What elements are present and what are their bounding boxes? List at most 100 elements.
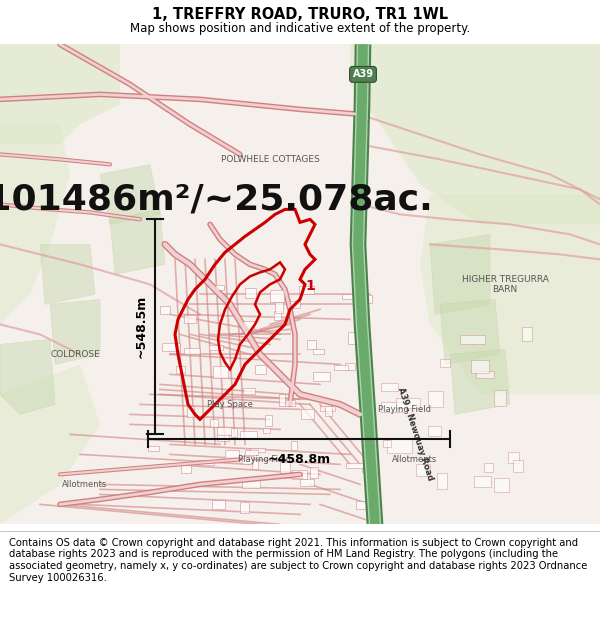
Bar — [357, 322, 367, 330]
Bar — [494, 478, 509, 492]
Bar — [474, 476, 491, 487]
Text: A39 - Newquay Road: A39 - Newquay Road — [395, 387, 434, 482]
Bar — [244, 388, 254, 394]
Bar — [197, 460, 214, 464]
Bar — [275, 302, 283, 313]
Bar — [212, 500, 225, 509]
Bar — [209, 345, 223, 350]
Bar — [388, 438, 412, 453]
Bar — [348, 332, 360, 344]
Polygon shape — [110, 209, 165, 274]
Text: Play Space: Play Space — [207, 400, 253, 409]
Bar — [187, 406, 194, 417]
Bar — [383, 440, 391, 447]
Bar — [346, 463, 363, 468]
Bar — [290, 441, 297, 449]
Bar — [471, 361, 488, 373]
Bar — [250, 448, 265, 452]
Polygon shape — [0, 124, 70, 324]
Text: Map shows position and indicative extent of the property.: Map shows position and indicative extent… — [130, 22, 470, 35]
Bar — [274, 311, 281, 321]
Bar — [522, 327, 532, 341]
Bar — [325, 406, 332, 416]
Text: HIGHER TREGURRA
BARN: HIGHER TREGURRA BARN — [461, 274, 548, 294]
Text: POLWHELE COTTAGES: POLWHELE COTTAGES — [221, 155, 319, 164]
Bar — [310, 468, 318, 478]
Bar — [285, 400, 295, 406]
Text: 1: 1 — [305, 279, 315, 293]
Text: ~101486m²/~25.078ac.: ~101486m²/~25.078ac. — [0, 182, 433, 216]
Text: COLDROSE: COLDROSE — [50, 350, 100, 359]
Text: Playing Field: Playing Field — [379, 405, 431, 414]
Bar — [494, 390, 506, 406]
Bar — [307, 340, 316, 349]
Bar — [381, 402, 406, 412]
Text: 1, TREFFRY ROAD, TRURO, TR1 1WL: 1, TREFFRY ROAD, TRURO, TR1 1WL — [152, 8, 448, 22]
Bar — [313, 372, 331, 381]
Bar — [299, 479, 314, 486]
Polygon shape — [0, 364, 100, 524]
Bar — [217, 434, 229, 441]
Text: Playing Field: Playing Field — [239, 455, 292, 464]
Bar — [428, 426, 441, 436]
Bar — [299, 286, 314, 294]
Bar — [476, 371, 494, 378]
Bar — [416, 464, 430, 476]
Polygon shape — [440, 299, 500, 364]
Bar — [256, 364, 266, 374]
Bar — [345, 363, 355, 370]
Bar — [342, 294, 358, 299]
Bar — [160, 306, 170, 314]
Text: A39: A39 — [353, 69, 373, 79]
Bar — [217, 426, 233, 435]
Bar — [245, 451, 258, 455]
Bar — [211, 419, 218, 427]
Bar — [460, 335, 485, 344]
Bar — [440, 359, 449, 367]
Bar — [356, 501, 365, 509]
Text: ~548.5m: ~548.5m — [134, 295, 148, 359]
Bar — [184, 348, 200, 354]
Polygon shape — [0, 44, 120, 144]
Bar — [242, 456, 253, 464]
Polygon shape — [100, 164, 160, 224]
Bar — [184, 315, 196, 323]
Bar — [290, 301, 299, 308]
Bar — [313, 349, 324, 354]
Bar — [395, 398, 420, 408]
Text: Allotments: Allotments — [62, 480, 107, 489]
Polygon shape — [430, 234, 490, 314]
Bar — [484, 463, 493, 471]
Bar — [513, 460, 523, 472]
Bar — [181, 465, 191, 474]
Text: Contains OS data © Crown copyright and database right 2021. This information is : Contains OS data © Crown copyright and d… — [9, 538, 587, 582]
Bar — [361, 296, 372, 303]
Text: Allotments: Allotments — [392, 455, 437, 464]
Bar — [253, 460, 259, 469]
Bar — [265, 416, 272, 426]
Bar — [280, 462, 290, 473]
Bar — [263, 428, 271, 432]
Polygon shape — [350, 44, 600, 224]
Bar — [334, 365, 349, 371]
Bar — [437, 473, 448, 489]
Text: ~458.8m: ~458.8m — [268, 453, 331, 466]
Bar — [226, 450, 239, 459]
Bar — [508, 452, 520, 462]
Polygon shape — [0, 339, 55, 414]
Bar — [279, 394, 285, 406]
Bar — [243, 321, 254, 330]
Polygon shape — [420, 194, 600, 394]
Polygon shape — [40, 244, 95, 304]
Bar — [148, 446, 160, 451]
Bar — [320, 406, 335, 411]
Bar — [428, 391, 443, 407]
Bar — [362, 468, 373, 472]
Bar — [215, 285, 224, 290]
Bar — [245, 288, 256, 298]
Bar — [292, 470, 307, 479]
Bar — [364, 408, 372, 418]
Bar — [213, 366, 227, 378]
Bar — [284, 474, 302, 478]
Bar — [381, 383, 398, 391]
